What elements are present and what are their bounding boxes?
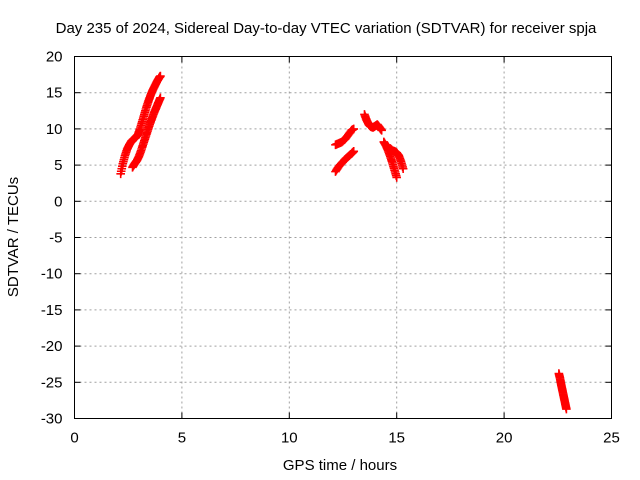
x-tick-labels: 0 5 10 15 20 25 [70, 430, 620, 447]
y-tick-label: 10 [46, 121, 63, 138]
points-layer [116, 71, 571, 414]
y-tick-label: 0 [54, 193, 62, 210]
data-point [392, 173, 401, 182]
x-tick-label: 10 [281, 430, 298, 447]
y-tick-label: -15 [41, 302, 63, 319]
data-point [377, 126, 386, 135]
x-axis-label: GPS time / hours [283, 457, 397, 474]
data-point [349, 124, 359, 134]
y-tick-label: -30 [41, 411, 63, 428]
data-point [349, 147, 359, 156]
chart-title: Day 235 of 2024, Sidereal Day-to-day VTE… [56, 20, 597, 37]
y-tick-labels: -30 -25 -20 -15 -10 -5 0 5 10 15 20 [41, 49, 63, 428]
x-tick-label: 25 [603, 430, 620, 447]
data-point [398, 164, 408, 174]
data-point [562, 404, 571, 414]
data-point [156, 93, 165, 103]
y-tick-label: 15 [46, 85, 63, 102]
y-tick-label: 5 [54, 157, 62, 174]
plot-frame [74, 56, 612, 419]
y-tick-label: -10 [41, 266, 63, 283]
y-axis-label: SDTVAR / TECUs [5, 177, 22, 297]
y-tick-label: -25 [41, 374, 63, 391]
y-tick-label: -20 [41, 338, 63, 355]
grid-layer [74, 56, 612, 419]
y-tick-label: 20 [46, 49, 63, 66]
x-tick-label: 5 [178, 430, 186, 447]
x-tick-label: 0 [70, 430, 78, 447]
data-point [156, 71, 165, 81]
x-tick-label: 20 [496, 430, 513, 447]
x-tick-label: 15 [388, 430, 405, 447]
y-tick-label: -5 [49, 230, 62, 247]
